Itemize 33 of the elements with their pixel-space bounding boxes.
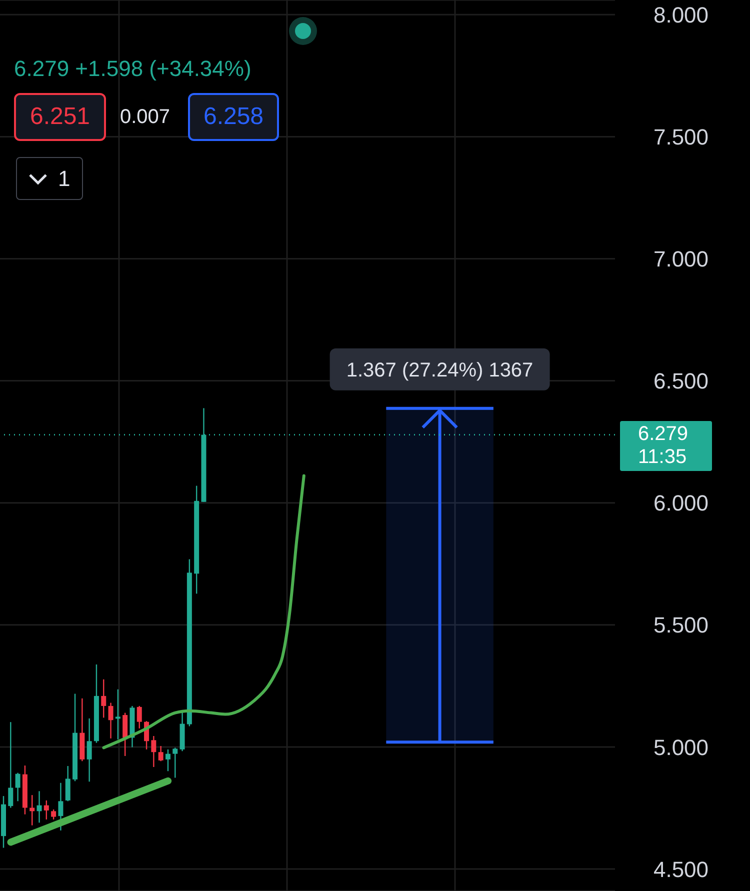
candlestick [165, 748, 170, 772]
annotation: 0.007 [120, 106, 170, 129]
candlestick [136, 705, 142, 730]
y-tick-label: 7.500 [653, 124, 709, 150]
candlestick [158, 745, 164, 762]
y-tick-label: 7.000 [653, 246, 709, 272]
y-tick-label: 5.000 [653, 734, 709, 760]
candlestick [151, 735, 156, 768]
y-tick-label: 6.000 [653, 490, 709, 516]
candlestick [115, 688, 120, 740]
text: 6.279 +1.598 (+34.34%) [14, 56, 252, 82]
candlestick [108, 702, 114, 740]
candlestick [15, 772, 20, 802]
y-tick-label: 4.500 [653, 856, 709, 882]
candlestick [172, 747, 178, 778]
y-tick-label: 5.500 [653, 612, 709, 638]
candlestick [86, 718, 92, 782]
candlestick [58, 782, 64, 832]
candlestick [36, 790, 42, 824]
annotation: 6.258 [188, 93, 279, 141]
y-tick-label: 8.000 [653, 2, 709, 28]
annotation: 6.251 [14, 93, 106, 141]
line-series [102, 474, 306, 750]
candlestick [122, 712, 128, 757]
candlestick [8, 721, 14, 808]
annotation: 1 [58, 166, 70, 192]
candlestick [101, 678, 106, 718]
ref-line-label: 6.279 11:35 [620, 420, 712, 471]
band-label: 1.367 (27.24%) 1367 [346, 359, 534, 382]
y-tick-label: 6.500 [653, 368, 709, 394]
candlestick [44, 800, 49, 820]
candlestick [65, 765, 70, 802]
candlestick [51, 808, 56, 820]
